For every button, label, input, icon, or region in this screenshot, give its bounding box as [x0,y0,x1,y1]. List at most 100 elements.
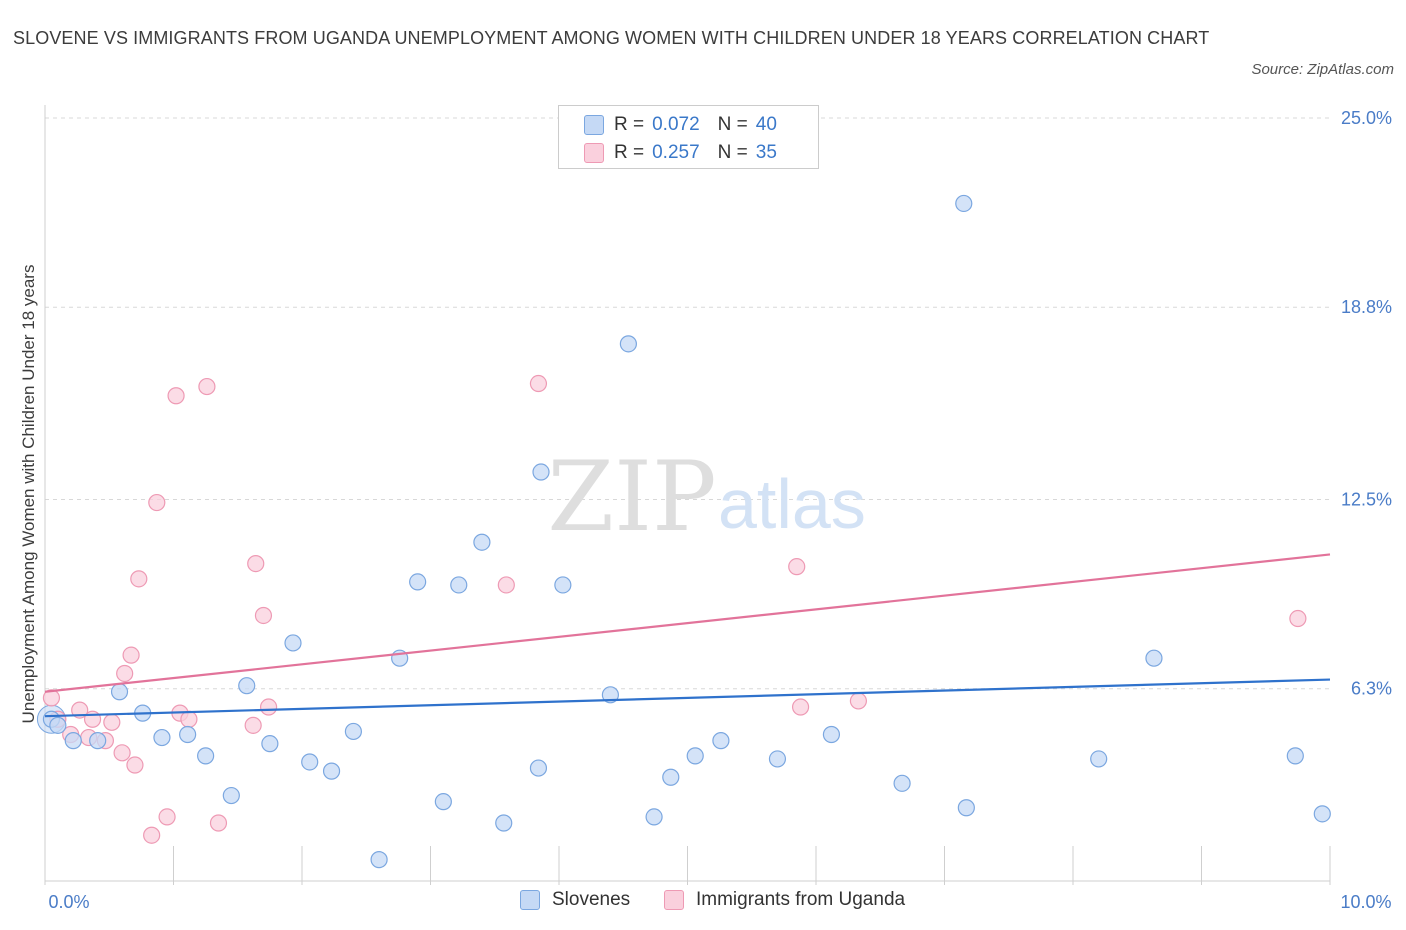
point-slovenes [49,716,67,734]
point-slovenes [261,735,279,753]
point-slovenes [64,732,82,750]
legend-n-value: 40 [755,114,777,135]
point-slovenes [89,732,107,750]
point-slovenes [893,774,911,792]
legend-r-label: R = [614,114,645,135]
point-slovenes [153,728,171,747]
trend-lines [44,553,1331,718]
point-uganda [247,554,265,573]
legend-swatch-slovenes [584,115,604,135]
point-slovenes [712,732,730,750]
legend-n-value: 35 [755,142,777,163]
x-tick-label: 10.0% [1340,892,1391,912]
legend-swatch-uganda [664,890,684,910]
point-slovenes [601,686,620,704]
x-tick-label: 0.0% [48,892,89,912]
point-uganda [791,698,810,716]
point-slovenes [822,725,841,744]
point-slovenes [955,194,973,213]
legend-label-slovenes: Slovenes [552,889,631,910]
point-slovenes [1145,649,1163,667]
legend-row-slovenes: R = 0.072 N = 40 [584,113,777,137]
legend-swatch-uganda [584,143,604,163]
point-slovenes [1090,750,1108,768]
legend-r-value: 0.257 [652,142,700,163]
correlation-legend: R = 0.072 N = 40 R = 0.257 N = 35 [558,105,819,169]
legend-item-uganda[interactable]: Immigrants from Uganda [664,889,905,911]
point-slovenes [370,851,388,869]
point-uganda [116,664,134,683]
point-uganda [244,716,262,734]
point-uganda [148,493,166,512]
point-slovenes [662,768,680,786]
chart-title: SLOVENE VS IMMIGRANTS FROM UGANDA UNEMPL… [13,28,1210,48]
point-uganda [122,646,140,664]
point-slovenes [110,683,129,701]
point-slovenes [238,677,256,695]
source-label: Source: ZipAtlas.com [1251,61,1394,78]
point-slovenes [495,814,513,832]
tick-labels: 6.3% 12.5% 18.8% 25.0% 0.0% 10.0% [48,108,1392,912]
point-uganda [1289,609,1307,628]
point-slovenes [532,463,550,481]
point-uganda [103,713,121,731]
point-slovenes [645,808,663,826]
point-slovenes [344,722,362,741]
scatter-points [36,194,1331,869]
watermark-atlas: atlas [718,465,866,543]
point-uganda [849,692,868,710]
point-uganda [126,756,144,774]
legend-item-slovenes[interactable]: Slovenes [520,889,630,911]
point-uganda [167,387,185,405]
point-uganda [42,689,61,707]
y-axis-label: Unemployment Among Women with Children U… [19,265,38,724]
point-uganda [113,744,131,762]
point-uganda [254,606,273,625]
point-slovenes [529,759,548,777]
point-slovenes [686,747,704,765]
point-slovenes [957,799,975,817]
point-slovenes [768,750,787,768]
point-uganda [209,814,228,832]
point-slovenes [473,533,491,551]
point-slovenes [197,747,215,765]
point-slovenes [450,576,468,594]
point-slovenes [179,725,197,744]
trend-line-slovenes [44,678,1331,718]
point-slovenes [554,576,572,594]
point-slovenes [301,753,319,771]
point-uganda [143,826,161,844]
point-uganda [130,570,148,588]
legend-row-uganda: R = 0.257 N = 35 [584,141,777,165]
point-uganda [529,374,548,393]
point-uganda [198,377,216,396]
point-slovenes [619,335,637,353]
point-slovenes [322,762,341,780]
axes [44,105,1331,885]
legend-r-label: R = [614,142,645,163]
point-uganda [788,558,806,576]
y-tick-label: 6.3% [1351,679,1392,699]
point-slovenes [222,786,240,805]
legend-n-label: N = [717,142,748,163]
y-tick-label: 12.5% [1341,490,1392,510]
point-slovenes [409,573,427,591]
grid-lines [45,117,1330,690]
point-slovenes [284,634,302,652]
point-slovenes [1286,747,1304,765]
point-uganda [180,710,198,728]
legend-n-label: N = [717,114,748,135]
legend-swatch-slovenes [520,890,540,910]
y-tick-label: 25.0% [1341,108,1392,128]
series-legend: Slovenes Immigrants from Uganda [0,889,1406,915]
point-uganda [497,576,515,594]
y-tick-label: 18.8% [1341,297,1392,317]
point-uganda [158,808,176,826]
point-slovenes [1313,805,1331,823]
watermark: ZIP atlas [547,441,865,553]
legend-label-uganda: Immigrants from Uganda [696,889,906,910]
point-uganda [259,698,278,716]
point-slovenes [434,793,452,811]
trend-line-uganda [44,553,1331,693]
